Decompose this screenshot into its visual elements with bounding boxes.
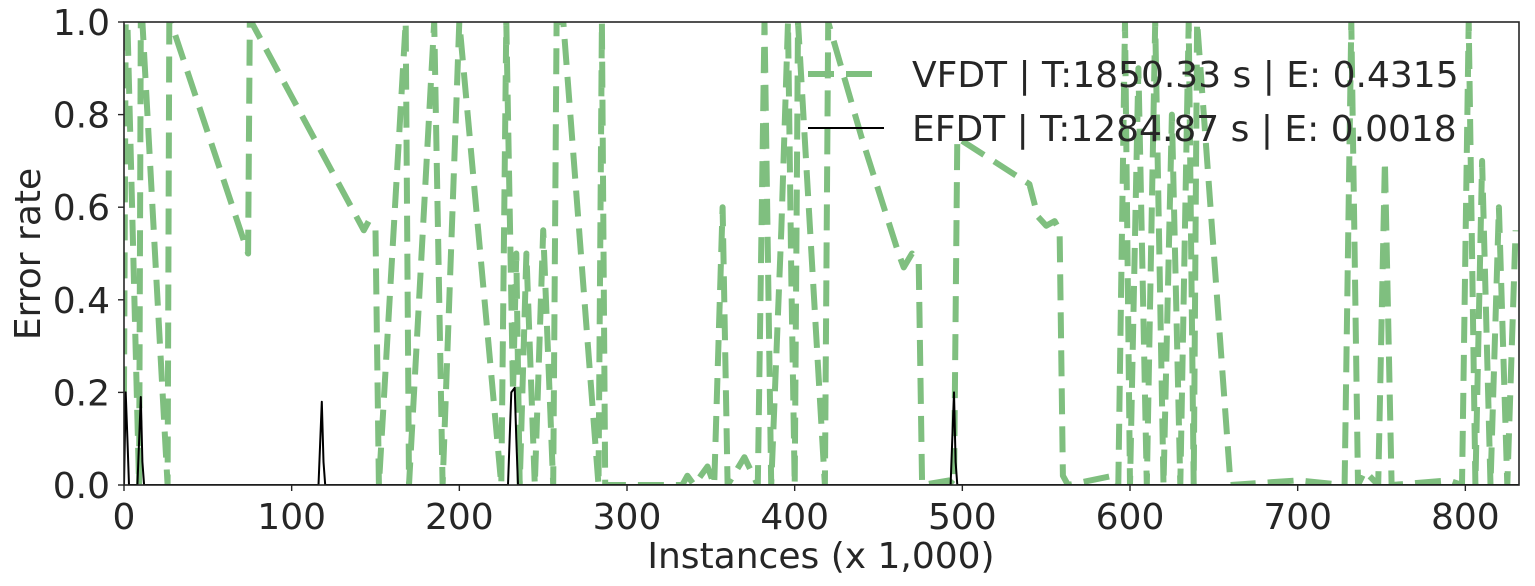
x-tick-label: 200	[425, 497, 494, 538]
y-tick-label: 0.2	[53, 373, 110, 414]
plot-frame	[123, 21, 1520, 486]
x-axis: 0 100 200 300 400 500 600 700 800	[113, 485, 1500, 538]
x-axis-label: Instances (x 1,000)	[647, 536, 994, 577]
x-tick-label: 0	[113, 497, 136, 538]
x-tick-label: 100	[257, 497, 326, 538]
x-tick-label: 300	[593, 497, 662, 538]
series-line-solid	[124, 386, 1519, 485]
y-axis-label: Error rate	[8, 168, 49, 340]
series-line-dashed	[124, 22, 1519, 485]
legend-label: EFDT | T:1284.87 s | E: 0.0018	[912, 109, 1457, 150]
y-tick-label: 1.0	[53, 3, 110, 44]
x-tick-label: 800	[1431, 497, 1500, 538]
y-axis: 0.0 0.2 0.4 0.6 0.8 1.0	[53, 3, 124, 507]
y-tick-label: 0.0	[53, 466, 110, 507]
legend: VFDT | T:1850.33 s | E: 0.4315 EFDT | T:1…	[808, 55, 1459, 150]
legend-label: VFDT | T:1850.33 s | E: 0.4315	[912, 55, 1459, 96]
x-tick-label: 500	[928, 497, 997, 538]
series-layer	[124, 22, 1519, 485]
y-tick-label: 0.8	[53, 96, 110, 137]
x-tick-label: 600	[1096, 497, 1165, 538]
y-tick-label: 0.6	[53, 188, 110, 229]
x-tick-label: 700	[1263, 497, 1332, 538]
x-tick-label: 400	[760, 497, 829, 538]
y-tick-label: 0.4	[53, 281, 110, 322]
